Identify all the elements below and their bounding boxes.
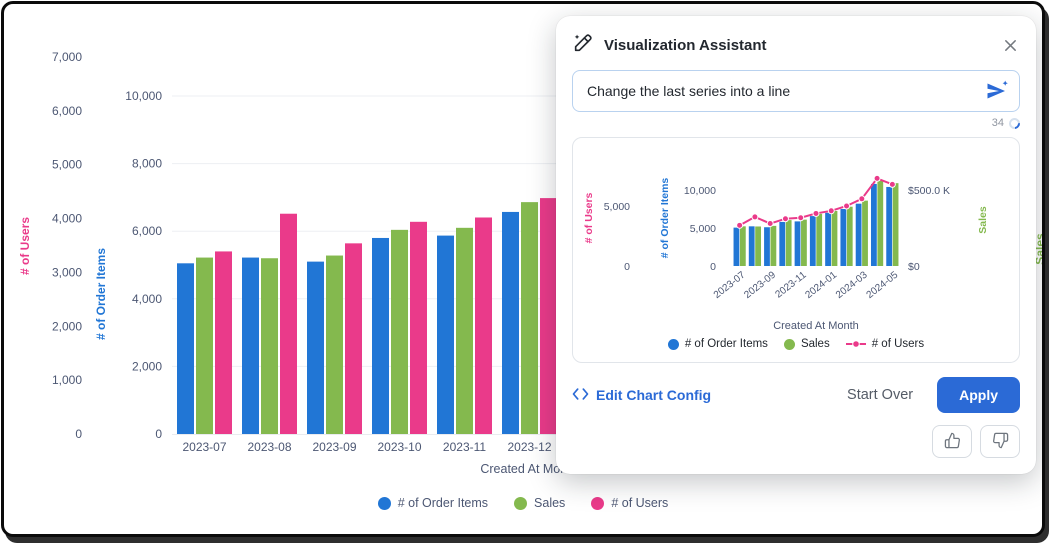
svg-text:6,000: 6,000 (132, 224, 162, 238)
svg-text:10,000: 10,000 (684, 185, 716, 197)
legend-item[interactable]: # of Users (591, 496, 668, 510)
legend-dot (667, 338, 679, 350)
legend-item[interactable]: # of Order Items (377, 496, 488, 510)
thumbs-down-icon (992, 432, 1009, 452)
svg-text:2,000: 2,000 (132, 359, 162, 373)
assistant-header: Visualization Assistant (572, 32, 1020, 58)
x-axis-title: Created At Month (480, 462, 577, 476)
chart-preview-card: 0 5,000 0 5,000 10,000 $500.0 K $0 # of Users # … (572, 137, 1020, 363)
svg-text:2024-05: 2024-05 (865, 269, 901, 301)
legend-dot (377, 496, 391, 510)
assistant-title: Visualization Assistant (604, 36, 767, 54)
svg-text:6,000: 6,000 (52, 104, 82, 118)
code-icon (572, 387, 589, 404)
svg-text:4,000: 4,000 (132, 292, 162, 306)
apply-button[interactable]: Apply (937, 377, 1020, 413)
svg-text:10,000: 10,000 (125, 89, 162, 103)
legend-dot (514, 496, 528, 510)
svg-text:2,000: 2,000 (52, 319, 82, 333)
svg-text:2024-03: 2024-03 (834, 269, 870, 301)
send-icon (985, 80, 1009, 106)
start-over-button[interactable]: Start Over (841, 386, 919, 404)
svg-text:2023-11: 2023-11 (443, 440, 486, 454)
users-axis-label: # of Users (583, 192, 595, 243)
legend-item[interactable]: Sales (783, 338, 830, 350)
svg-text:2023-11: 2023-11 (773, 269, 808, 300)
svg-text:2023-09: 2023-09 (312, 440, 356, 454)
char-count: 34 (991, 117, 1004, 129)
svg-text:3,000: 3,000 (52, 265, 82, 279)
svg-text:2023-08: 2023-08 (247, 440, 291, 454)
visualization-assistant-panel: Visualization Assistant 34 (556, 16, 1036, 474)
svg-text:2023-07: 2023-07 (182, 440, 226, 454)
prompt-input[interactable] (585, 82, 977, 100)
sales-axis-label: Sales (1033, 233, 1045, 265)
thumbs-up-icon (944, 432, 961, 452)
order-items-axis-label: # of Order Items (94, 248, 108, 340)
svg-text:2023-07: 2023-07 (712, 269, 748, 301)
order-items-axis-label: # of Order Items (659, 178, 671, 259)
users-axis-label: # of Users (18, 217, 32, 275)
sales-axis-label: Sales (977, 206, 989, 234)
prompt-status-row: 34 (572, 115, 1023, 131)
svg-text:5,000: 5,000 (52, 158, 82, 172)
loading-spinner (1006, 115, 1023, 131)
svg-text:0: 0 (624, 261, 630, 273)
svg-text:2023-12: 2023-12 (507, 440, 551, 454)
thumbs-up-button[interactable] (932, 425, 972, 458)
legend-dot (591, 496, 605, 510)
svg-text:0: 0 (710, 261, 716, 273)
svg-text:$500.0 K: $500.0 K (908, 185, 950, 197)
svg-text:2023-09: 2023-09 (742, 269, 778, 301)
edit-chart-config-button[interactable]: Edit Chart Config (572, 387, 711, 404)
preview-chart: 0 5,000 0 5,000 10,000 $500.0 K $0 # of Users # … (582, 148, 1008, 336)
x-axis-title: Created At Month (773, 320, 859, 332)
svg-text:2023-10: 2023-10 (377, 440, 421, 454)
magic-pen-icon (572, 32, 594, 59)
send-button[interactable] (985, 79, 1009, 103)
close-icon (1003, 39, 1018, 56)
prompt-box (572, 70, 1020, 112)
app-window: 0 1,000 2,000 3,000 4,000 5,000 6,000 7,000 0 2,0… (1, 1, 1045, 537)
assistant-actions: Edit Chart Config Start Over Apply (572, 377, 1020, 413)
svg-text:7,000: 7,000 (52, 50, 82, 64)
legend-dot (783, 338, 795, 350)
legend-item[interactable]: # of Users (845, 338, 924, 350)
svg-text:0: 0 (75, 427, 82, 441)
preview-chart-legend: # of Order Items Sales # of Users (582, 338, 1010, 350)
thumbs-down-button[interactable] (980, 425, 1020, 458)
svg-text:8,000: 8,000 (132, 157, 162, 171)
legend-item[interactable]: Sales (514, 496, 565, 510)
svg-text:1,000: 1,000 (52, 373, 82, 387)
svg-text:$0: $0 (908, 261, 920, 273)
legend-item[interactable]: # of Order Items (667, 338, 768, 350)
svg-text:0: 0 (155, 427, 162, 441)
svg-text:2024-01: 2024-01 (803, 269, 839, 301)
close-button[interactable] (1001, 36, 1020, 55)
svg-text:4,000: 4,000 (52, 212, 82, 226)
svg-text:5,000: 5,000 (604, 201, 630, 213)
feedback-row (572, 425, 1020, 458)
svg-text:5,000: 5,000 (690, 223, 716, 235)
main-chart-legend: # of Order Items Sales # of Users (4, 496, 1042, 510)
legend-line-marker (845, 340, 866, 348)
